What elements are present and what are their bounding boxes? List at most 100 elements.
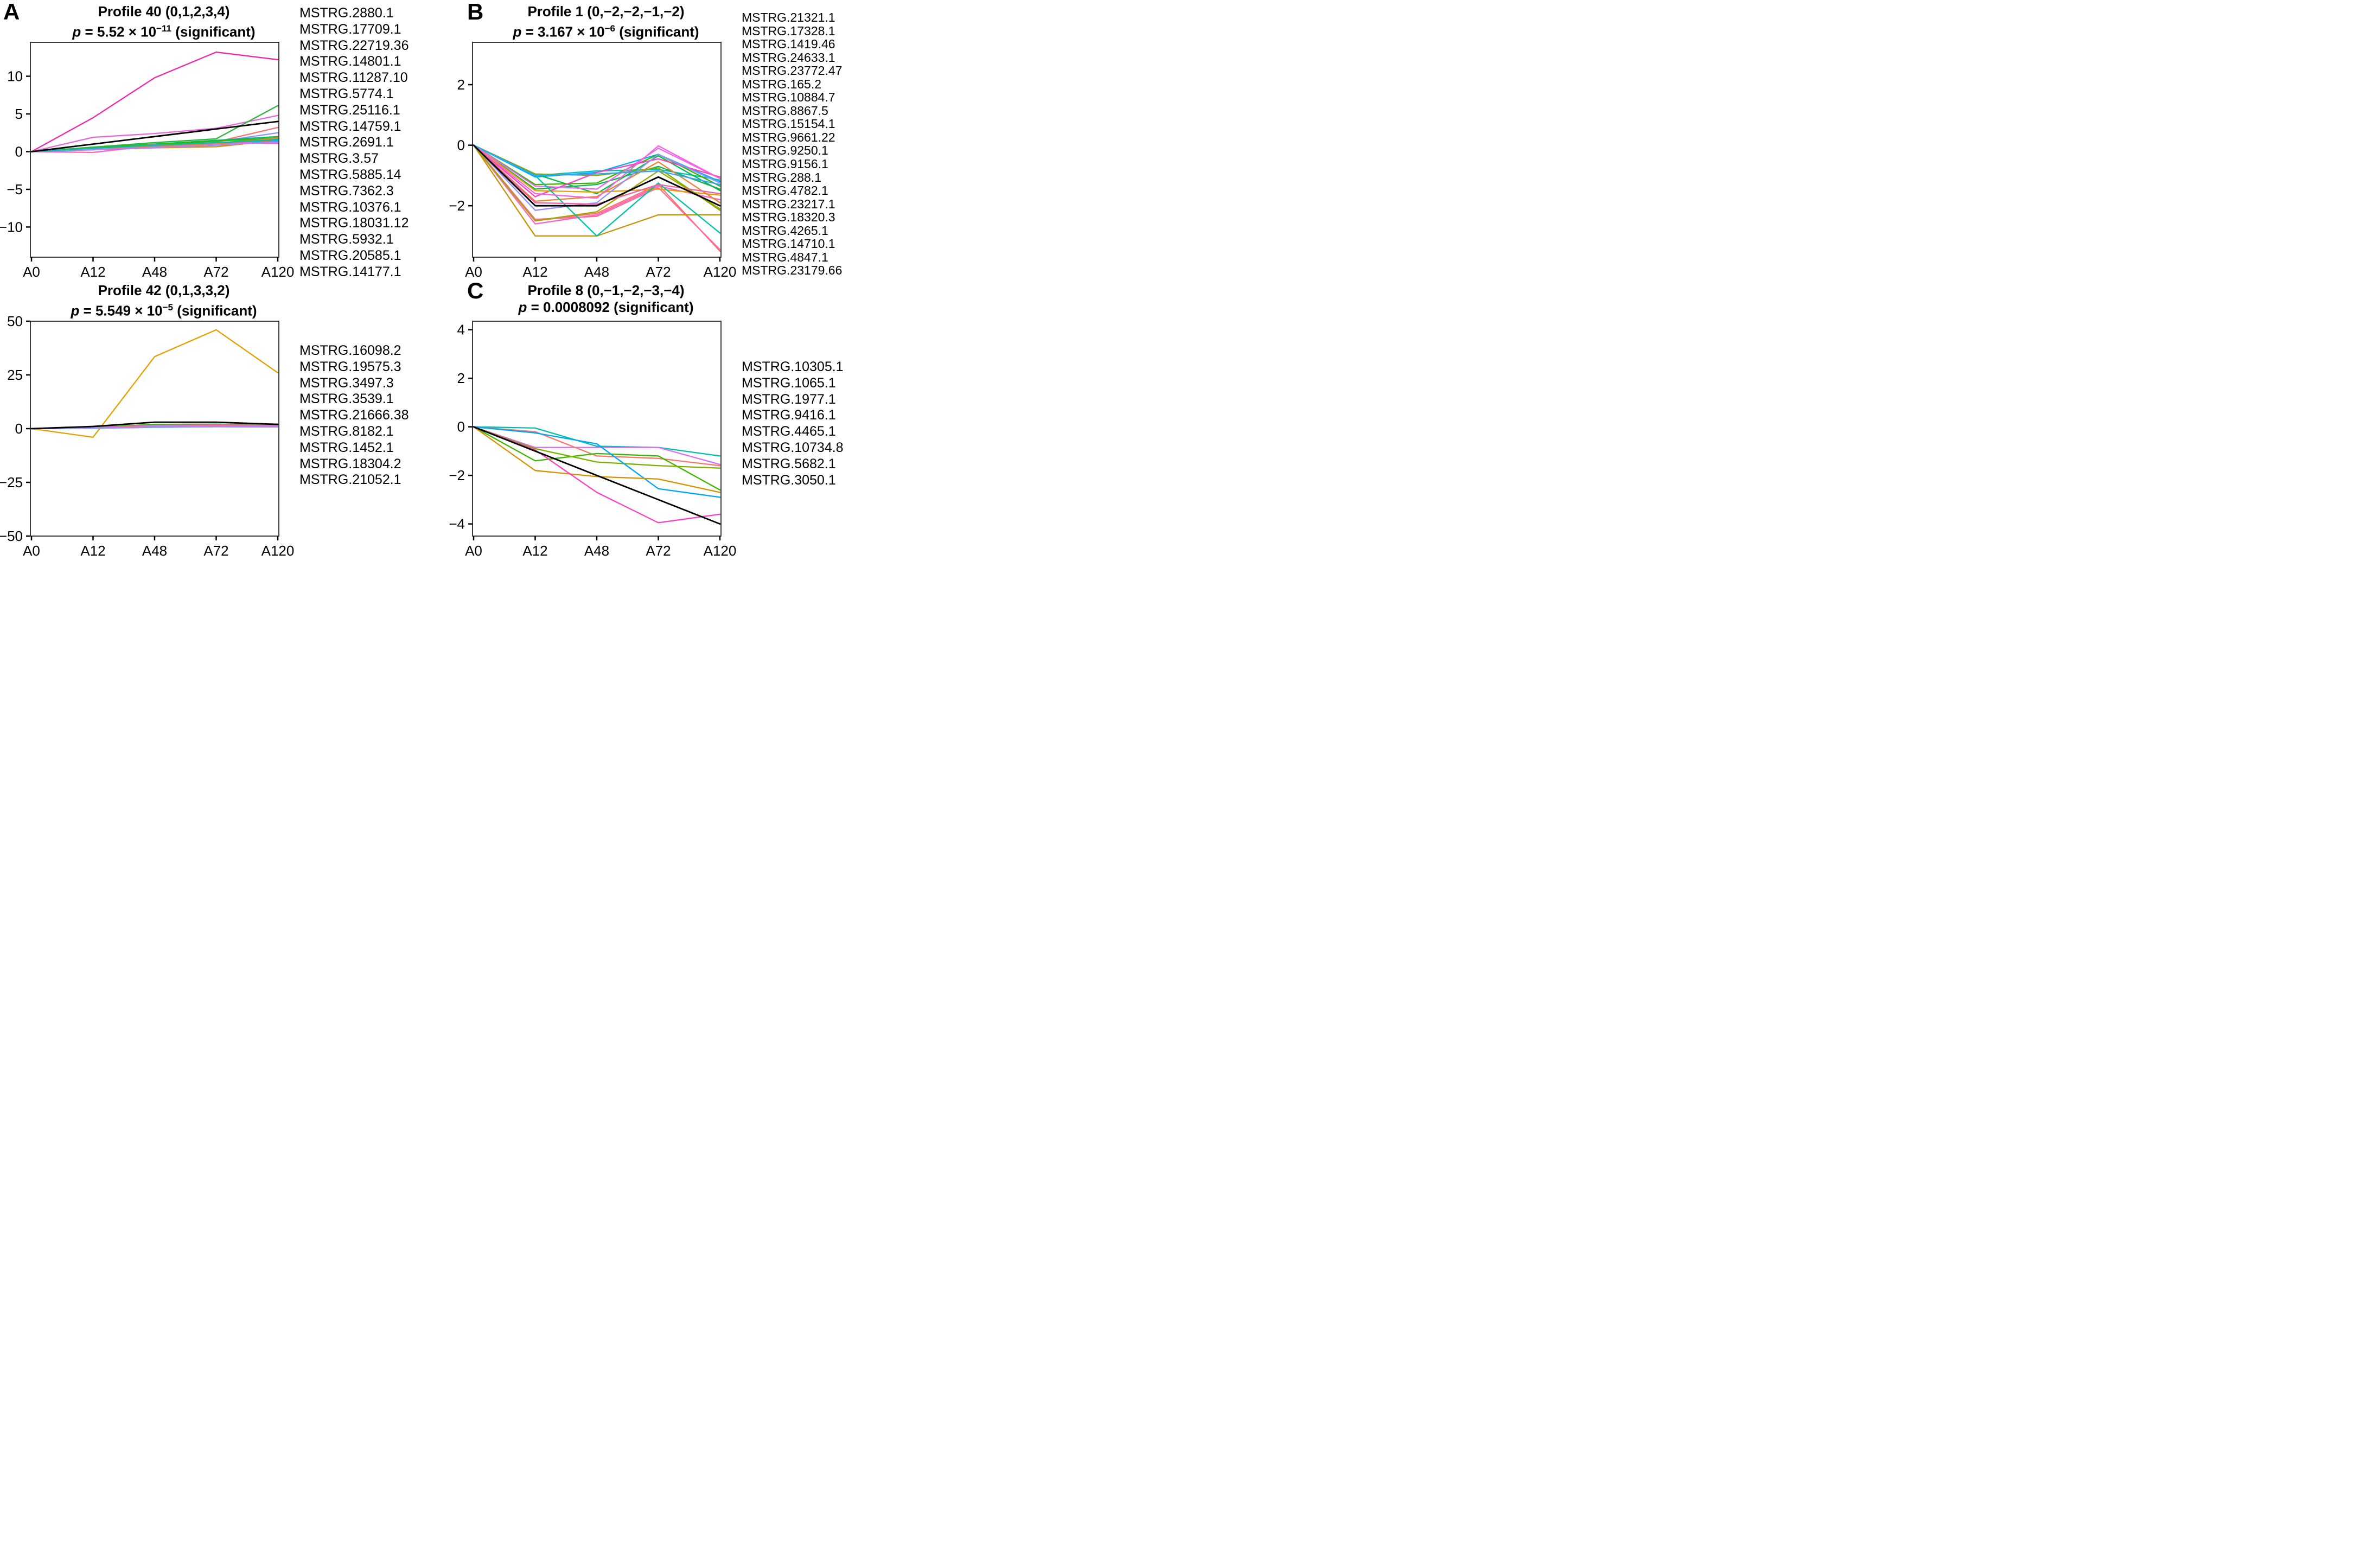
x-tick-label: A48 (142, 264, 167, 280)
legend-item: MSTRG.10305.1 (742, 359, 844, 374)
x-tick-label: A12 (80, 264, 105, 280)
legend-item: MSTRG.9250.1 (742, 143, 828, 158)
y-tick-label: 2 (457, 77, 465, 93)
figure-page: A Profile 40 (0,1,2,3,4) p = 5.52 × 10−1… (0, 0, 851, 558)
legend-item: MSTRG.22719.36 (299, 37, 409, 53)
gene-line (30, 426, 279, 430)
gene-line (473, 144, 721, 205)
chart-subtitle: p = 3.167 × 10−6 (significant) (513, 23, 699, 40)
legend-item: MSTRG.1977.1 (742, 391, 836, 407)
legend-item: MSTRG.18320.3 (742, 210, 835, 225)
y-tick-label: 5 (15, 106, 23, 122)
legend-item: MSTRG.4782.1 (742, 183, 828, 198)
gene-line (473, 426, 721, 493)
model-profile-line (30, 421, 279, 430)
gene-line (473, 144, 721, 211)
y-tick-label: 0 (457, 419, 465, 435)
chart-title-text: Profile 8 (0,−1,−2,−3,−4) (527, 282, 685, 298)
legend-item: MSTRG.3497.3 (299, 375, 394, 391)
x-tick-label: A120 (261, 264, 295, 280)
panel-profile-42-plot-column: Profile 42 (0,1,3,3,2) p = 5.549 × 10−5 … (0, 279, 297, 558)
legend-item: MSTRG.5885.14 (299, 167, 401, 182)
y-tick-label: −25 (0, 474, 23, 490)
gene-line (473, 144, 721, 199)
panel-profile-42-title: Profile 42 (0,1,3,3,2) p = 5.549 × 10−5 … (0, 282, 297, 319)
legend-item: MSTRG.4465.1 (742, 424, 836, 439)
y-tick-label: −5 (7, 181, 23, 197)
legend-item: MSTRG.23772.47 (742, 63, 843, 78)
legend-item: MSTRG.21321.1 (742, 10, 835, 24)
line-chart-b: −2 0 2 A0 A12 A48 A72 A120 (449, 42, 736, 280)
legend-item: MSTRG.15154.1 (742, 117, 835, 131)
legend-item: MSTRG.3050.1 (742, 472, 836, 488)
legend-item: MSTRG.17709.1 (299, 21, 401, 37)
legend-item: MSTRG.5932.1 (299, 232, 394, 247)
gene-line (473, 144, 721, 251)
panel-b-plot-column: B Profile 1 (0,−2,−2,−1,−2) p = 3.167 × … (442, 0, 739, 280)
chart-title-text: Profile 42 (0,1,3,3,2) (98, 282, 230, 298)
x-tick-label: A48 (142, 543, 167, 558)
gene-line (473, 144, 721, 186)
y-tick-label: −4 (449, 516, 465, 532)
panel-b: B Profile 1 (0,−2,−2,−1,−2) p = 3.167 × … (420, 0, 851, 280)
gene-line (473, 426, 721, 491)
gene-legend-b: MSTRG.21321.1 MSTRG.17328.1 MSTRG.1419.46 M… (739, 0, 851, 277)
model-profile-line (30, 120, 279, 152)
x-tick-label: A120 (261, 543, 295, 558)
legend-item: MSTRG.10376.1 (299, 199, 401, 215)
x-tick-label: A72 (203, 543, 228, 558)
gene-line (473, 144, 721, 190)
gene-line (473, 144, 721, 211)
gene-legend-profile-42: MSTRG.16098.2 MSTRG.19575.3 MSTRG.3497.3 MS… (297, 279, 420, 488)
x-tick-label: A12 (80, 543, 105, 558)
legend-item: MSTRG.23217.1 (742, 196, 835, 211)
chart-subtitle: p = 5.52 × 10−11 (significant) (72, 23, 256, 40)
legend-item: MSTRG.21052.1 (299, 472, 401, 488)
panel-letter-b: B (467, 0, 484, 24)
gene-line (30, 139, 279, 152)
legend-item: MSTRG.4265.1 (742, 223, 828, 238)
legend-item: MSTRG.9661.22 (742, 130, 835, 144)
legend-item: MSTRG.1065.1 (742, 375, 836, 391)
legend-item: MSTRG.14801.1 (299, 54, 401, 69)
x-tick-label: A120 (704, 264, 737, 280)
gene-line (473, 144, 721, 222)
model-profile-line (473, 144, 721, 207)
legend-item: MSTRG.24633.1 (742, 50, 835, 65)
y-tick-label: −2 (449, 197, 465, 214)
legend-item: MSTRG.7362.3 (299, 183, 394, 199)
panel-profile-42: Profile 42 (0,1,3,3,2) p = 5.549 × 10−5 … (0, 279, 420, 558)
legend-item: MSTRG.4847.1 (742, 250, 828, 264)
legend-item: MSTRG.21666.38 (299, 407, 409, 423)
legend-item: MSTRG.20585.1 (299, 247, 401, 263)
legend-item: MSTRG.25116.1 (299, 102, 400, 118)
y-tick-label: 0 (457, 137, 465, 154)
x-tick-label: A0 (465, 543, 482, 558)
x-tick-label: A120 (704, 543, 737, 558)
legend-item: MSTRG.10884.7 (742, 90, 835, 105)
line-chart-profile-42: −50 −25 0 25 50 A0 A12 A48 A72 A120 (0, 313, 294, 558)
gene-line (473, 144, 721, 197)
legend-item: MSTRG.17328.1 (742, 23, 835, 38)
y-tick-label: −2 (449, 467, 465, 483)
x-tick-label: A0 (23, 264, 40, 280)
legend-item: MSTRG.10734.8 (742, 439, 844, 455)
x-tick-label: A48 (584, 543, 609, 558)
legend-item: MSTRG.16098.2 (299, 343, 401, 358)
figure-grid: A Profile 40 (0,1,2,3,4) p = 5.52 × 10−1… (0, 0, 851, 558)
panel-a-plot-column: A Profile 40 (0,1,2,3,4) p = 5.52 × 10−1… (0, 0, 297, 280)
gene-line (30, 141, 279, 152)
panel-letter-a: A (3, 0, 20, 24)
gene-line (473, 426, 721, 457)
gene-line (473, 426, 721, 498)
legend-item: MSTRG.8182.1 (299, 423, 394, 439)
gene-legend-a: MSTRG.2880.1 MSTRG.17709.1 MSTRG.22719.36 M… (297, 0, 420, 281)
y-tick-label: −10 (0, 219, 23, 235)
chart-title-text: Profile 1 (0,−2,−2,−1,−2) (527, 3, 685, 20)
chart-subtitle: p = 0.0008092 (significant) (518, 299, 694, 315)
x-tick-label: A72 (646, 543, 671, 558)
legend-item: MSTRG.3.57 (299, 151, 379, 167)
x-tick-label: A12 (522, 543, 547, 558)
x-tick-label: A12 (522, 264, 547, 280)
y-tick-label: 2 (457, 370, 465, 386)
